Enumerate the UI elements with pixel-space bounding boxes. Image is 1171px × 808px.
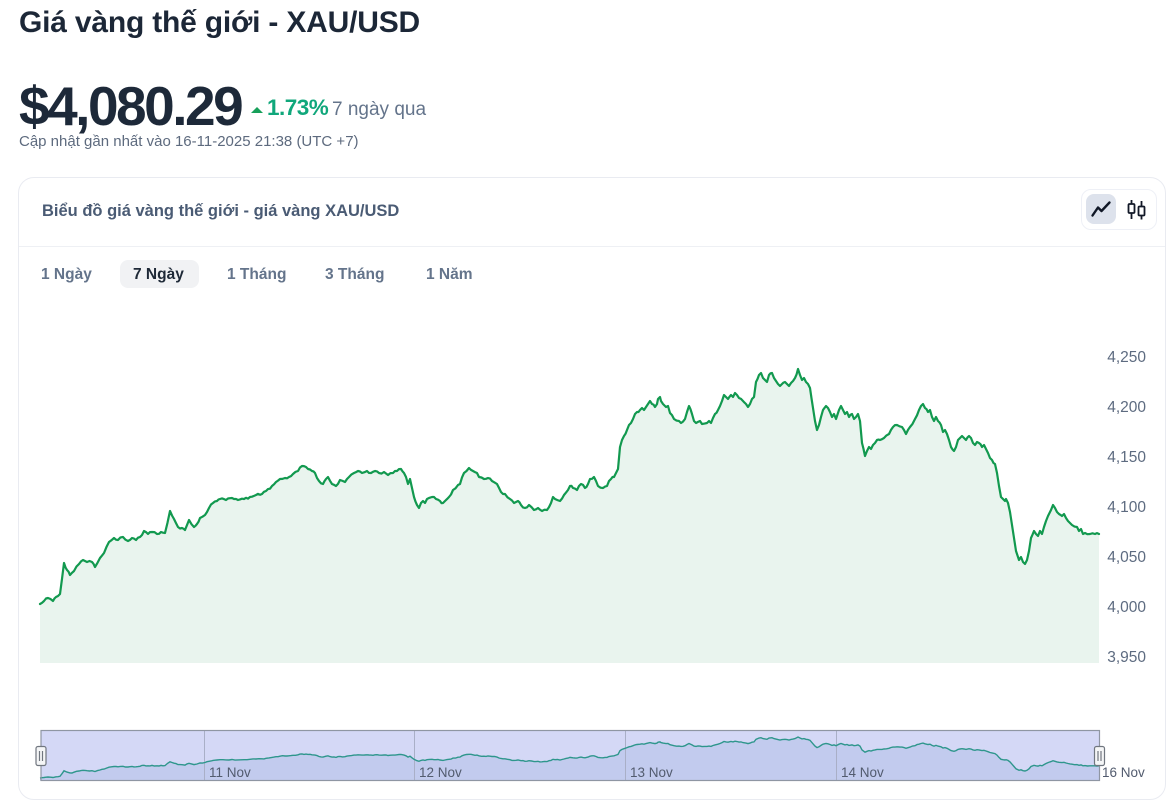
svg-text:4,000: 4,000 (1107, 599, 1146, 616)
svg-text:4,200: 4,200 (1107, 399, 1146, 416)
svg-text:12 Nov: 12 Nov (419, 765, 462, 780)
svg-text:4,150: 4,150 (1107, 449, 1146, 466)
svg-text:4,250: 4,250 (1107, 349, 1146, 366)
svg-text:4,100: 4,100 (1107, 499, 1146, 516)
svg-text:16 Nov: 16 Nov (1102, 765, 1145, 780)
svg-text:4,050: 4,050 (1107, 549, 1146, 566)
svg-text:13 Nov: 13 Nov (630, 765, 673, 780)
svg-text:14 Nov: 14 Nov (841, 765, 884, 780)
svg-text:11 Nov: 11 Nov (209, 765, 251, 780)
svg-text:3,950: 3,950 (1107, 649, 1146, 666)
